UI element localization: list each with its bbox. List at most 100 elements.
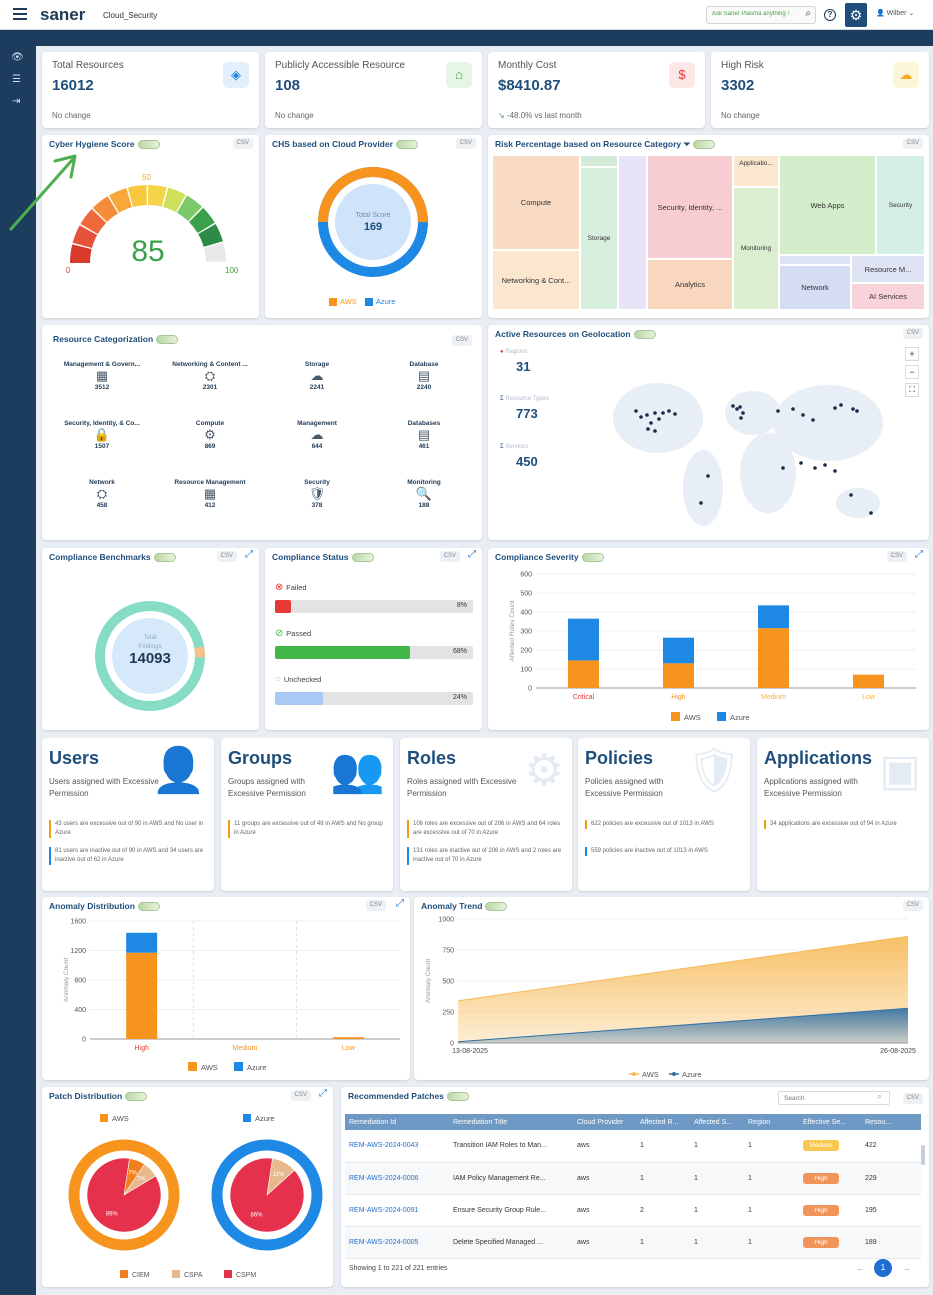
resource-category-item[interactable]: Resource Management ▦ 412: [160, 479, 260, 509]
ai-orb-icon[interactable]: [351, 553, 374, 563]
column-header[interactable]: Affected S...: [690, 1114, 744, 1130]
identity-card-groups[interactable]: 👥 Groups Groups assigned with Excessive Pe…: [221, 738, 393, 891]
resource-category-item[interactable]: Network ⛭ 458: [52, 479, 152, 509]
treemap-resource-management[interactable]: Resource M...: [851, 255, 925, 283]
user-menu[interactable]: 👤 Wilber ⌄: [876, 9, 914, 17]
stat-high-risk[interactable]: High Risk 3302 No change ☁: [711, 52, 929, 128]
patch-search-input[interactable]: [778, 1091, 890, 1105]
stat-monthly-cost[interactable]: Monthly Cost $8410.87 ↘ -48.0% vs last m…: [488, 52, 705, 128]
csv-button[interactable]: CSV: [216, 551, 237, 562]
identity-card-roles[interactable]: ⚙ Roles Roles assigned with Excessive Perm…: [400, 738, 572, 891]
status-progress-bar[interactable]: 68%: [275, 646, 473, 659]
column-header[interactable]: Affected R...: [636, 1114, 690, 1130]
treemap-monitoring[interactable]: Monitoring: [733, 187, 779, 310]
identity-card-policies[interactable]: 🛡 Policies Policies assigned with Excessiv…: [578, 738, 750, 891]
list-icon[interactable]: ☰: [12, 74, 21, 85]
column-header[interactable]: Remediation Title: [449, 1114, 573, 1130]
treemap-compute[interactable]: Compute: [492, 155, 580, 250]
settings-button[interactable]: ⚙: [845, 3, 867, 27]
treemap-analytics[interactable]: Analytics: [647, 259, 733, 310]
column-header[interactable]: Resou...: [861, 1114, 921, 1130]
zoom-out-button[interactable]: −: [905, 365, 919, 379]
resource-category-item[interactable]: Security, Identity, & Co... 🔒 1507: [52, 420, 152, 450]
expand-icon[interactable]: ⤢: [245, 549, 253, 560]
expand-icon[interactable]: ⤢: [319, 1088, 327, 1099]
resource-category-item[interactable]: Databases ▤ 461: [374, 420, 474, 450]
treemap-ai-services[interactable]: AI Services: [851, 283, 925, 310]
csv-button[interactable]: CSV: [365, 900, 386, 911]
filter-icon[interactable]: ⏷: [683, 139, 691, 149]
status-progress-bar[interactable]: 8%: [275, 600, 473, 613]
table-row[interactable]: REM-AWS-2024-0006 IAM Policy Management R…: [345, 1162, 921, 1195]
ai-orb-icon[interactable]: [395, 140, 418, 150]
table-row[interactable]: REM-AWS-2024-0043 Transition IAM Roles to…: [345, 1130, 921, 1163]
workspace-name[interactable]: Cloud_Security: [103, 11, 158, 20]
page-button[interactable]: 1: [874, 1259, 892, 1277]
resource-category-item[interactable]: Database ▤ 2240: [374, 361, 474, 391]
expand-icon[interactable]: ⤢: [468, 549, 476, 560]
treemap-networking[interactable]: Networking & Cont...: [492, 250, 580, 310]
resource-category-item[interactable]: Compute ⚙ 869: [160, 420, 260, 450]
table-row[interactable]: REM-AWS-2024-0005 Delete Specified Manage…: [345, 1226, 921, 1259]
table-scrollbar[interactable]: [921, 1145, 925, 1165]
treemap-applications[interactable]: Applicatio...: [733, 155, 779, 187]
world-map[interactable]: [603, 353, 903, 533]
ai-orb-icon[interactable]: [156, 335, 179, 345]
cell-id[interactable]: REM-AWS-2024-0005: [345, 1226, 449, 1259]
logout-icon[interactable]: ⇥: [12, 96, 21, 107]
expand-icon[interactable]: ⤢: [915, 549, 923, 560]
column-header[interactable]: Region: [744, 1114, 799, 1130]
menu-icon[interactable]: [13, 8, 27, 20]
legend-aws[interactable]: AWS: [340, 297, 357, 306]
search-icon[interactable]: ⌕: [805, 8, 811, 19]
treemap-network[interactable]: Network: [779, 265, 851, 310]
ai-orb-icon[interactable]: [693, 140, 716, 150]
resource-category-item[interactable]: Monitoring 🔍 188: [374, 479, 474, 509]
ai-orb-icon[interactable]: [153, 553, 176, 563]
expand-icon[interactable]: ⤢: [396, 898, 404, 909]
cell-id[interactable]: REM-AWS-2024-0043: [345, 1130, 449, 1163]
csv-button[interactable]: CSV: [902, 1093, 923, 1104]
csv-button[interactable]: CSV: [902, 138, 923, 149]
ai-orb-icon[interactable]: [125, 1092, 148, 1102]
identity-card-applications[interactable]: ▣ Applications Applications assigned with …: [757, 738, 929, 891]
column-header[interactable]: Effective Se...: [799, 1114, 861, 1130]
csv-button[interactable]: CSV: [439, 551, 460, 562]
csv-button[interactable]: CSV: [451, 335, 472, 346]
resource-category-item[interactable]: Management ☁ 644: [267, 420, 367, 450]
csv-button[interactable]: CSV: [902, 328, 923, 339]
stat-public-resources[interactable]: Publicly Accessible Resource 108 No chan…: [265, 52, 482, 128]
csv-button[interactable]: CSV: [902, 900, 923, 911]
resource-category-item[interactable]: Management & Govern... ▦ 3512: [52, 361, 152, 391]
column-header[interactable]: Remediation Id: [345, 1114, 449, 1130]
csv-button[interactable]: CSV: [455, 138, 476, 149]
legend-azure[interactable]: Azure: [375, 297, 396, 306]
status-progress-bar[interactable]: 24%: [275, 692, 473, 705]
identity-card-users[interactable]: 👤 Users Users assigned with Excessive Perm…: [42, 738, 214, 891]
csv-button[interactable]: CSV: [886, 551, 907, 562]
ask-plasma-bar[interactable]: Ask Saner Plasma anything ! ⌕: [706, 6, 816, 24]
brand-logo[interactable]: saner: [40, 5, 86, 24]
cell-id[interactable]: REM-AWS-2024-0091: [345, 1194, 449, 1227]
treemap-security-identity[interactable]: Security, Identity, ...: [647, 155, 733, 259]
resource-category-item[interactable]: Security 🛡 378: [267, 479, 367, 509]
ai-orb-icon[interactable]: [633, 330, 656, 340]
next-page-icon[interactable]: →: [902, 1263, 911, 1273]
prev-page-icon[interactable]: ←: [856, 1263, 865, 1273]
resource-category-item[interactable]: Storage ☁ 2241: [267, 361, 367, 391]
column-header[interactable]: Cloud Provider: [573, 1114, 636, 1130]
table-row[interactable]: REM-AWS-2024-0091 Ensure Security Group R…: [345, 1194, 921, 1227]
csv-button[interactable]: CSV: [290, 1090, 311, 1101]
csv-button[interactable]: CSV: [232, 138, 253, 149]
help-icon[interactable]: ?: [824, 9, 836, 21]
ai-orb-icon[interactable]: [485, 902, 508, 912]
treemap-blank-2[interactable]: [618, 155, 647, 310]
eye-icon[interactable]: 👁: [11, 52, 24, 63]
resource-category-item[interactable]: Networking & Content ... ⛭ 2301: [160, 361, 260, 391]
zoom-in-button[interactable]: +: [905, 347, 919, 361]
ai-orb-icon[interactable]: [581, 553, 604, 563]
ai-orb-icon[interactable]: [137, 140, 160, 150]
treemap-security[interactable]: Security: [876, 155, 925, 255]
search-icon[interactable]: ⌕: [877, 1091, 883, 1101]
treemap-blank-3[interactable]: [779, 255, 851, 265]
